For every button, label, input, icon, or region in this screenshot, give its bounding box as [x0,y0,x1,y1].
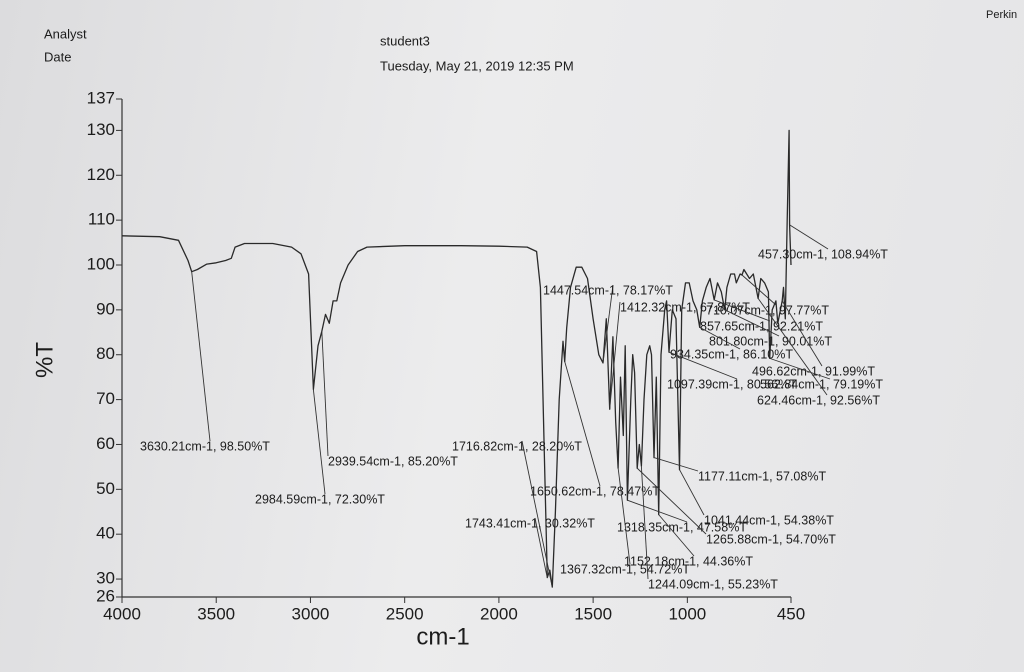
peak-label: 801.80cm-1, 90.01%T [709,334,832,348]
x-axis-label: cm-1 [416,623,469,650]
peak-leader [714,299,771,322]
peak-leader [609,301,621,410]
y-tick-label: 70 [96,389,115,408]
date-label: Date [44,49,71,64]
y-tick-label: 30 [96,569,115,588]
peak-leader [521,440,553,588]
peak-leader [757,298,828,396]
peak-label: 1318.35cm-1, 47.58%T [617,520,747,534]
peak-leader [653,457,699,472]
analyst-label: Analyst [44,26,87,41]
peak-label: 710.07cm-1, 97.77%T [706,303,829,317]
peak-label: 1097.39cm-1, 80.56%T [667,377,797,391]
peak-label: 457.30cm-1, 108.94%T [758,247,888,261]
x-tick-label: 4000 [103,604,141,623]
peak-label: 1650.62cm-1, 78.47%T [530,484,660,498]
y-tick-label: 120 [87,165,115,184]
y-tick-label: 50 [96,479,115,498]
peak-leader [679,469,705,516]
peak-label: 1447.54cm-1, 78.17%T [543,283,673,297]
y-tick-label: 100 [87,254,115,273]
y-axis-label: %T [31,342,58,378]
y-tick-label: 90 [96,299,115,318]
peak-leader [627,499,688,523]
peak-leader [741,274,777,306]
peak-leader [724,309,780,337]
corner-text: Perkin [986,9,1017,21]
peak-label: 1177.11cm-1, 57.08%T [698,469,826,483]
y-tick-label: 130 [87,120,115,139]
peak-leader [636,467,707,535]
peak-label: 2984.59cm-1, 72.30%T [255,492,385,506]
x-tick-label: 3500 [197,604,235,623]
peak-label: 624.46cm-1, 92.56%T [757,393,880,407]
peak-leader [699,326,741,350]
peak-leader [564,361,601,487]
peak-leader [668,351,738,380]
peak-label: 1367.32cm-1, 54.72%T [560,562,690,576]
peak-label: 934.35cm-1, 86.10%T [670,347,793,361]
y-tick-label: 110 [88,210,115,229]
y-tick-label: 40 [96,524,115,543]
peak-label: 1412.32cm-1, 67.87%T [620,300,750,314]
x-tick-label: 2000 [480,604,518,623]
peak-label: 3630.21cm-1, 98.50%T [140,439,270,453]
peak-leader [602,284,614,363]
peak-label: 2939.54cm-1, 85.20%T [328,454,458,468]
peak-label: 1152.18cm-1, 44.36%T [624,554,753,568]
y-tick-label: 137 [87,88,115,107]
peak-leader [617,468,631,565]
peak-label: 1265.88cm-1, 54.70%T [706,532,836,546]
y-tick-label: 26 [96,586,115,605]
peak-label: 496.62cm-1, 91.99%T [752,364,875,378]
x-tick-label: 450 [777,604,805,623]
peak-leader [781,300,823,367]
y-tick-label: 60 [96,434,115,453]
peak-leader [658,514,695,557]
peak-leader [769,357,831,380]
y-tick-label: 80 [96,344,115,363]
x-tick-label: 1000 [668,604,706,623]
peak-label: 1041.44cm-1, 54.38%T [704,513,834,527]
x-tick-label: 1500 [574,604,612,623]
peak-leader [312,389,326,495]
peak-leader [640,465,649,580]
peak-leader [191,271,211,442]
x-tick-label: 3000 [292,604,330,623]
peak-leader [321,331,329,457]
peak-label: 1716.82cm-1, 28.20%T [452,439,582,453]
peak-label: 562.84cm-1, 79.19%T [760,377,883,391]
peak-leader [789,224,829,250]
peak-label: 1244.09cm-1, 55.23%T [648,577,778,591]
x-tick-label: 2500 [386,604,424,623]
sample-name: student3 [380,33,430,48]
peak-label: 857.65cm-1, 92.21%T [700,319,823,333]
peak-label: 1743.41cm-1, 30.32%T [465,516,595,530]
timestamp: Tuesday, May 21, 2019 12:35 PM [380,58,574,73]
peak-leader [534,517,548,578]
